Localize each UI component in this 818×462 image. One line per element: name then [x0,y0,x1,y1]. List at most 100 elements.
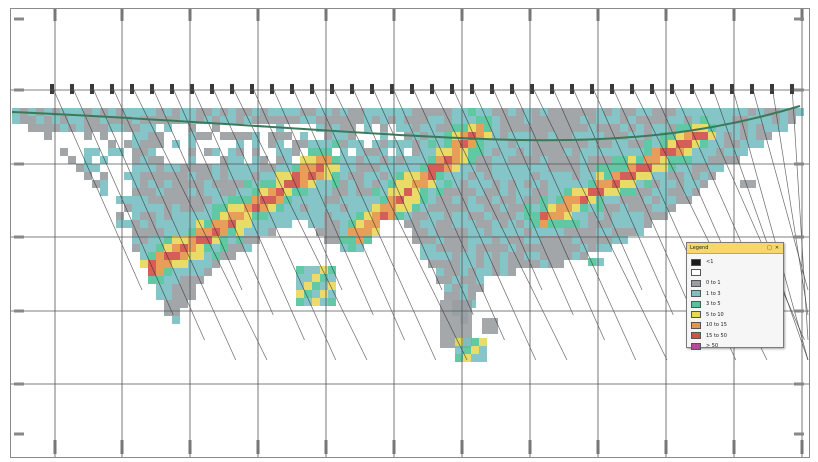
block-cell [276,220,284,228]
legend-pin-button[interactable]: □ [767,245,772,251]
block-cell [684,180,692,188]
block-cell [532,204,540,212]
block-cell [380,156,388,164]
block-cell [320,274,328,282]
block-cell [500,116,508,124]
block-cell [516,196,524,204]
block-cell [260,164,268,172]
drillhole-trace [291,85,405,341]
drillhole-trace [391,85,505,341]
block-cell [516,252,524,260]
block-cell [476,164,484,172]
block-cell [684,116,692,124]
block-cell [428,196,436,204]
legend-titlebar[interactable]: Legend □ ✕ [687,243,783,254]
block-cell [492,132,500,140]
block-cell [316,188,324,196]
block-cell [444,244,452,252]
block-cell [156,228,164,236]
block-cell [716,132,724,140]
block-cell [540,204,548,212]
block-cell [644,140,652,148]
block-cell [276,108,284,116]
block-cell [612,172,620,180]
block-cell [388,164,396,172]
block-cell [588,236,596,244]
block-cell [452,244,460,252]
block-cell [580,148,588,156]
block-cell [700,148,708,156]
block-cell [604,204,612,212]
block-cell [596,148,604,156]
block-cell [300,172,308,180]
block-cell [716,148,724,156]
block-cell [164,284,172,292]
block-cell [700,172,708,180]
block-cell [148,172,156,180]
block-cell [636,116,644,124]
block-cell [316,196,324,204]
block-cell [444,212,452,220]
block-cell [548,236,556,244]
block-cell [524,180,532,188]
block-cell [460,292,468,300]
block-cell [564,204,572,212]
block-cell [172,292,180,300]
block-cell [492,108,500,116]
block-cell [412,180,420,188]
block-cell [172,204,180,212]
block-cell [668,164,676,172]
block-cell [492,196,500,204]
drillhole-trace [351,85,443,291]
block-cell [490,326,498,334]
block-cell [444,220,452,228]
block-cell [636,204,644,212]
block-cell [440,308,448,316]
block-cell [332,204,340,212]
block-cell [444,188,452,196]
block-cell [20,116,28,124]
block-cell [676,108,684,116]
block-cell [196,196,204,204]
block-cell [420,188,428,196]
block-cell [252,212,260,220]
block-cell [516,116,524,124]
block-cell [420,228,428,236]
drillhole-trace [51,85,143,291]
block-cell [348,140,356,148]
block-cell [412,212,420,220]
block-cell [340,180,348,188]
block-cell [420,148,428,156]
legend-window[interactable]: Legend □ ✕ <1 0 to 1 1 to 3 [686,242,784,350]
block-cell [396,116,404,124]
block-cell [228,236,236,244]
block-cell [244,244,252,252]
block-cell [284,212,292,220]
tick-mark-right [794,17,804,21]
block-cell [212,228,220,236]
block-cell [364,196,372,204]
block-cell [644,180,652,188]
block-cell [692,180,700,188]
block-cell [532,148,540,156]
block-cell [556,108,564,116]
block-cell [364,188,372,196]
block-cell [84,116,92,124]
block-cell [612,132,620,140]
block-cell [596,244,604,252]
block-cell [332,108,340,116]
block-cell [468,156,476,164]
block-cell [468,148,476,156]
block-cell [364,220,372,228]
block-cell [636,172,644,180]
block-cell [572,116,580,124]
legend-close-button[interactable]: ✕ [774,245,780,251]
block-cell [756,116,764,124]
block-cell [156,268,164,276]
block-cell [436,204,444,212]
block-cell [52,108,60,116]
block-cell [460,228,468,236]
block-cell [756,108,764,116]
